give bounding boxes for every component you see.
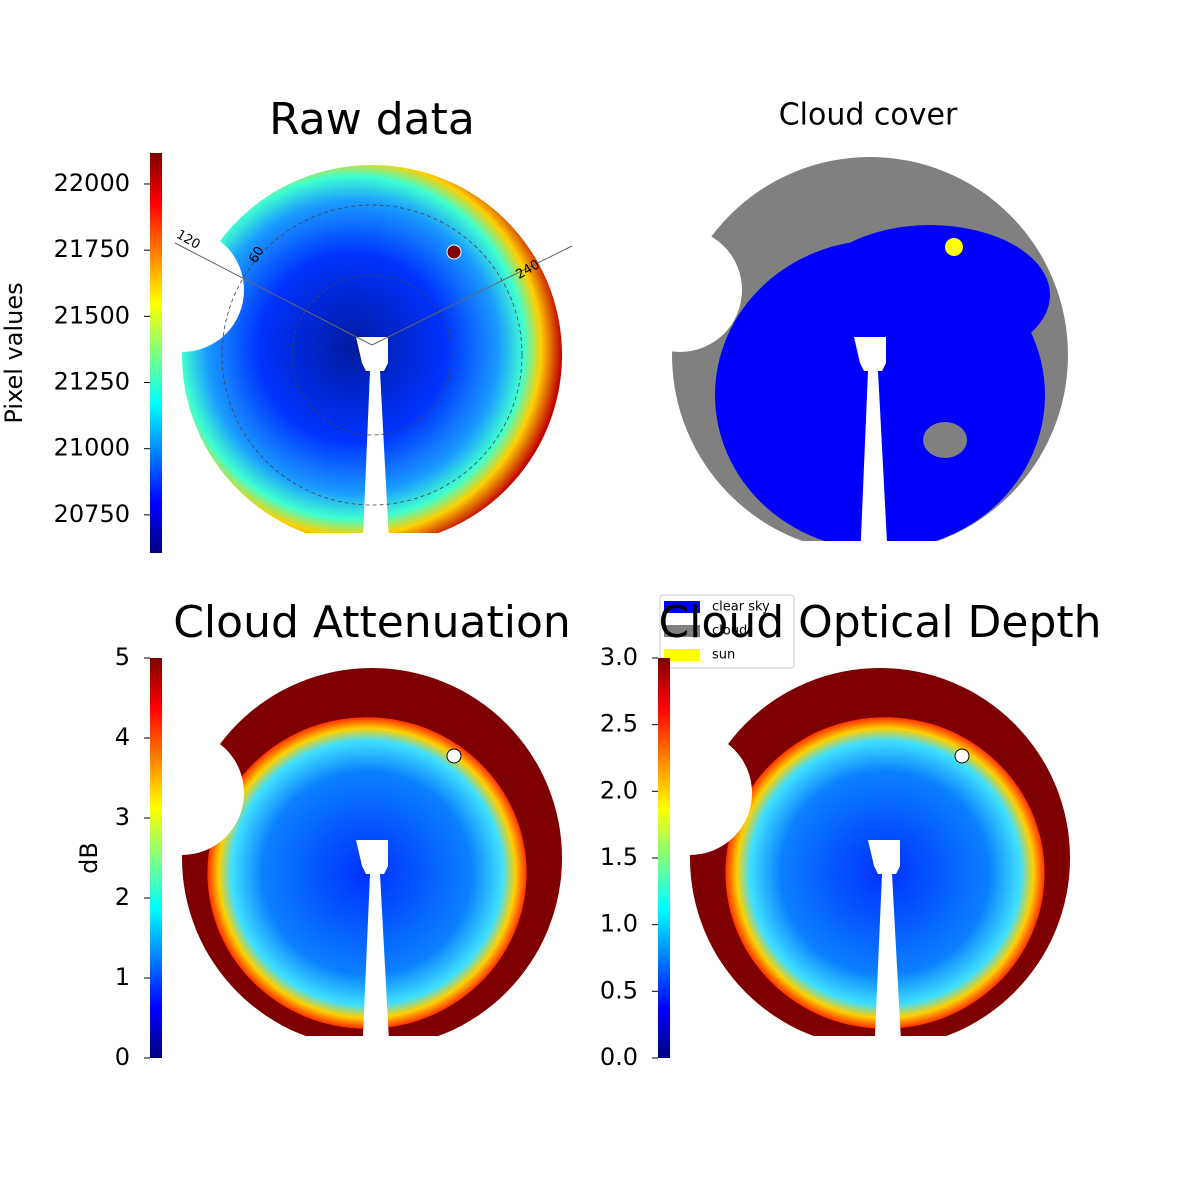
colorbar-tick-label: 21500 bbox=[54, 301, 130, 329]
sky-image bbox=[120, 668, 567, 1059]
colorbar-tick-label: 3.0 bbox=[600, 643, 638, 671]
legend-swatch bbox=[664, 649, 700, 661]
colorbar-tick-label: 1.5 bbox=[600, 843, 638, 871]
colorbar-tick-label: 2.0 bbox=[600, 776, 638, 804]
colorbar-tick-label: 0 bbox=[115, 1043, 130, 1071]
polar-label: 60 bbox=[246, 244, 267, 266]
legend-swatch bbox=[664, 625, 700, 637]
sun bbox=[945, 238, 963, 256]
sky-image bbox=[628, 668, 1075, 1059]
mast bbox=[356, 840, 390, 1059]
colorbar-tick-label: 0.0 bbox=[600, 1043, 638, 1071]
colorbar bbox=[658, 658, 670, 1058]
colorbar-tick-label: 22000 bbox=[54, 169, 130, 197]
colorbar-tick-label: 21000 bbox=[54, 434, 130, 462]
panel-title: Cloud cover bbox=[779, 98, 958, 133]
mast bbox=[868, 840, 902, 1059]
sun bbox=[446, 244, 462, 260]
legend-label: clear sky bbox=[712, 600, 770, 615]
polar-line bbox=[371, 245, 573, 346]
colorbar-tick-label: 21250 bbox=[54, 368, 130, 396]
colorbar-tick-label: 3 bbox=[115, 803, 130, 831]
panel-title: Raw data bbox=[269, 94, 475, 145]
cloud-patch bbox=[923, 422, 967, 458]
colorbar bbox=[150, 153, 162, 553]
legend-swatch bbox=[664, 601, 700, 613]
colorbar-tick-label: 1.0 bbox=[600, 910, 638, 938]
mast bbox=[854, 337, 888, 561]
polar-ring bbox=[221, 204, 523, 506]
polar-ring bbox=[291, 274, 453, 436]
mask bbox=[618, 228, 742, 352]
colorbar-tick-label: 2 bbox=[115, 883, 130, 911]
colorbar-tick-label: 5 bbox=[115, 643, 130, 671]
colorbar-tick-label: 1 bbox=[115, 963, 130, 991]
colorbar-tick-label: 4 bbox=[115, 723, 130, 751]
colorbar-label: Pixel values bbox=[0, 282, 28, 423]
legend-label: sun bbox=[712, 648, 735, 663]
colorbar-tick-label: 0.5 bbox=[600, 976, 638, 1004]
clear-sky-area bbox=[810, 225, 1050, 365]
legend-label: cloud bbox=[712, 624, 747, 639]
sun bbox=[446, 748, 462, 764]
colorbar-tick-label: 20750 bbox=[54, 500, 130, 528]
polar-line bbox=[174, 242, 373, 346]
mask bbox=[628, 731, 752, 855]
sky-image bbox=[120, 165, 573, 561]
panel-title: Cloud Attenuation bbox=[173, 597, 571, 648]
sky-image bbox=[618, 157, 1073, 561]
panel-title: Cloud Optical Depth bbox=[658, 597, 1101, 648]
colorbar-tick-label: 2.5 bbox=[600, 710, 638, 738]
mask bbox=[120, 731, 244, 855]
sun bbox=[954, 748, 970, 764]
colorbar-tick-label: 21750 bbox=[54, 235, 130, 263]
colorbar bbox=[150, 658, 162, 1058]
colorbar-label: dB bbox=[75, 842, 103, 874]
